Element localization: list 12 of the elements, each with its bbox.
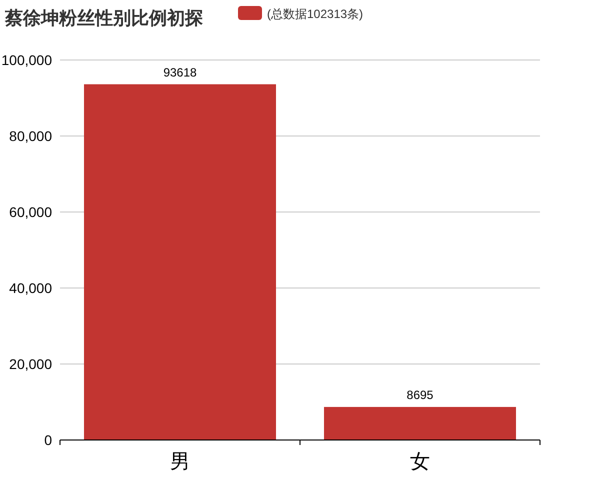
data-label: 93618 — [163, 65, 198, 80]
y-tick-label: 80,000 — [9, 128, 52, 144]
x-tick-label: 女 — [410, 451, 430, 473]
y-tick-label: 60,000 — [9, 204, 52, 220]
x-tick-label: 男 — [170, 451, 190, 473]
data-label: 8695 — [406, 388, 434, 402]
y-tick-label: 20,000 — [9, 356, 52, 372]
y-tick-label: 40,000 — [9, 280, 52, 296]
chart-title: 蔡徐坤粉丝性别比例初探 — [4, 8, 203, 28]
y-tick-label: 0 — [44, 432, 52, 448]
legend-label: (总数据102313条) — [267, 7, 364, 21]
y-tick-label: 100,000 — [1, 52, 52, 68]
